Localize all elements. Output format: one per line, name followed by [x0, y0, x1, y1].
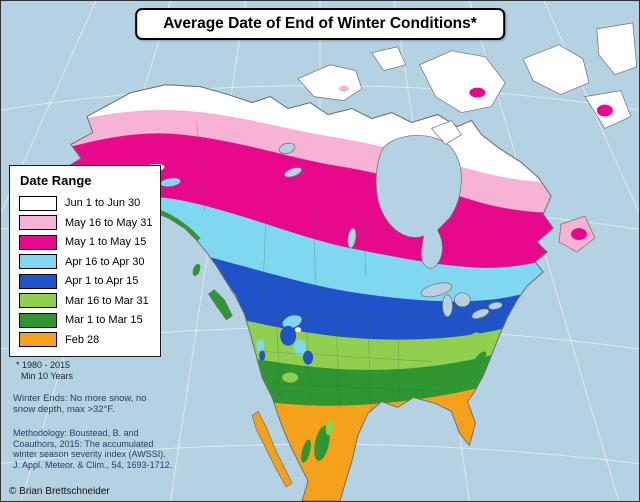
lake-huron [454, 292, 471, 308]
island-magenta-patch [469, 87, 486, 98]
legend-swatch [19, 273, 57, 289]
lake-erie [471, 308, 490, 319]
legend-label: Mar 16 to Mar 31 [65, 294, 149, 307]
legend-item: Mar 1 to Mar 15 [19, 312, 151, 328]
legend-label: Mar 1 to Mar 15 [65, 314, 143, 326]
legend-title: Date Range [20, 173, 92, 188]
arctic-island [522, 44, 590, 96]
legend-item: Jun 1 to Jun 30 [19, 195, 151, 211]
footnote: * 1980 - 2015 Min 10 Years [16, 360, 73, 381]
lakes [278, 135, 503, 319]
legend-swatch [19, 234, 57, 250]
lake-superior [420, 282, 453, 298]
legend-label: May 1 to May 15 [65, 236, 147, 248]
legend-swatch [19, 254, 57, 269]
winter-ends-note: Winter Ends: No more snow, no snow depth… [13, 393, 147, 415]
lake-winnipeg [347, 227, 357, 249]
lake-michigan [442, 294, 453, 318]
baja-peninsula [251, 410, 293, 488]
island-pink-patch [338, 85, 349, 92]
footnote-line2: Min 10 Years [21, 370, 74, 381]
baffin-island [419, 50, 506, 113]
legend-label: Apr 1 to Apr 15 [65, 275, 139, 287]
lake-ontario [488, 301, 503, 310]
southampton-island [430, 120, 462, 145]
victoria-island [297, 64, 363, 101]
legend-swatch [19, 215, 57, 230]
hudson-bay [375, 135, 462, 269]
legend-item: May 1 to May 15 [19, 234, 151, 250]
coastline [60, 84, 554, 501]
legend-swatch [19, 312, 57, 328]
legend-item: May 16 to May 31 [19, 215, 153, 231]
map-title: Average Date of End of Winter Conditions… [135, 8, 505, 40]
legend-swatch [19, 293, 57, 308]
legend-label: Feb 28 [65, 333, 100, 346]
credit: © Brian Brettschneider [9, 486, 110, 497]
footnote-line1: * 1980 - 2015 [16, 360, 71, 370]
legend-swatch [19, 332, 57, 347]
legend-item: Mar 16 to Mar 31 [19, 293, 151, 309]
greenland-edge [596, 22, 638, 76]
arctic-island [371, 46, 407, 72]
legend-label: Jun 1 to Jun 30 [65, 197, 141, 209]
methodology-note: Methodology: Boustead, B. and Coauthors,… [13, 428, 173, 470]
legend-swatch [19, 195, 57, 211]
admin-borders [196, 120, 446, 414]
newfoundland-patch [570, 228, 587, 241]
haida-gwaii [192, 263, 201, 276]
legend-item: Feb 28 [19, 332, 151, 348]
legend-item: Apr 16 to Apr 30 [19, 254, 151, 270]
legend-item: Apr 1 to Apr 15 [19, 273, 151, 289]
legend: Date Range Jun 1 to Jun 30 May 16 to May… [9, 165, 161, 357]
legend-label: May 16 to May 31 [65, 216, 153, 229]
great-slave-lake [284, 167, 302, 178]
great-bear-lake [278, 142, 296, 154]
island-magenta-patch [596, 104, 613, 117]
vancouver-island [207, 289, 233, 321]
legend-label: Apr 16 to Apr 30 [65, 255, 145, 268]
